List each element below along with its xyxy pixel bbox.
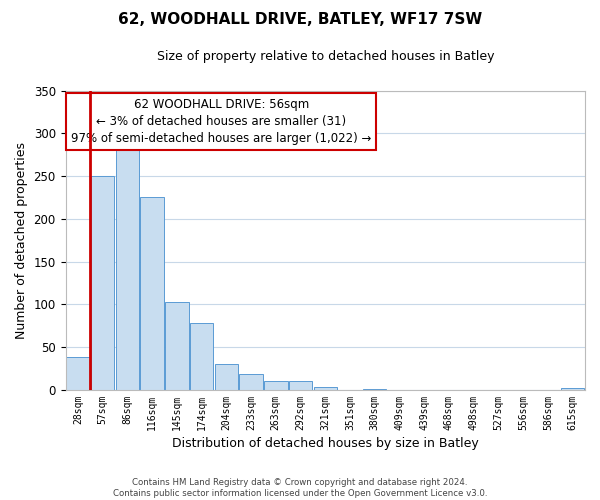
- Bar: [215, 364, 238, 390]
- Bar: [140, 198, 164, 390]
- X-axis label: Distribution of detached houses by size in Batley: Distribution of detached houses by size …: [172, 437, 479, 450]
- Bar: [314, 386, 337, 390]
- Bar: [239, 374, 263, 390]
- Bar: [165, 302, 188, 390]
- Bar: [190, 323, 214, 390]
- Bar: [289, 382, 312, 390]
- Text: 62 WOODHALL DRIVE: 56sqm
← 3% of detached houses are smaller (31)
97% of semi-de: 62 WOODHALL DRIVE: 56sqm ← 3% of detache…: [71, 98, 371, 145]
- Bar: [264, 380, 287, 390]
- Bar: [116, 141, 139, 390]
- Bar: [363, 389, 386, 390]
- Text: 62, WOODHALL DRIVE, BATLEY, WF17 7SW: 62, WOODHALL DRIVE, BATLEY, WF17 7SW: [118, 12, 482, 28]
- Text: Contains HM Land Registry data © Crown copyright and database right 2024.
Contai: Contains HM Land Registry data © Crown c…: [113, 478, 487, 498]
- Bar: [561, 388, 584, 390]
- Bar: [66, 356, 89, 390]
- Y-axis label: Number of detached properties: Number of detached properties: [15, 142, 28, 339]
- Title: Size of property relative to detached houses in Batley: Size of property relative to detached ho…: [157, 50, 494, 63]
- Bar: [91, 176, 115, 390]
